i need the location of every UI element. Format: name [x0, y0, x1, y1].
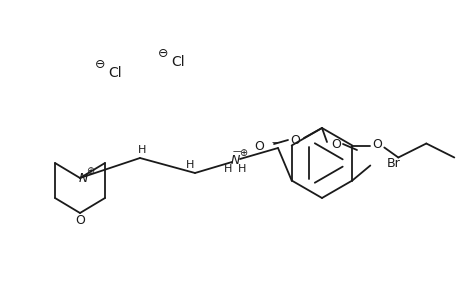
- Text: ⊕: ⊕: [86, 166, 94, 176]
- Text: ⊖: ⊖: [95, 58, 105, 70]
- Text: —: —: [232, 148, 241, 157]
- Text: O: O: [75, 214, 85, 227]
- Text: H: H: [185, 160, 194, 170]
- Text: Br: Br: [386, 157, 399, 170]
- Text: Cl: Cl: [108, 66, 121, 80]
- Text: O: O: [372, 138, 381, 151]
- Text: ⊕: ⊕: [238, 148, 246, 158]
- Text: H: H: [224, 164, 232, 174]
- Text: O: O: [253, 140, 263, 152]
- Text: —: —: [270, 137, 280, 147]
- Text: H: H: [237, 164, 246, 174]
- Text: N: N: [230, 154, 239, 166]
- Text: ⊖: ⊖: [157, 46, 168, 59]
- Text: H: H: [138, 145, 146, 155]
- Text: N: N: [78, 172, 88, 184]
- Text: O: O: [290, 134, 299, 146]
- Text: Cl: Cl: [171, 55, 184, 69]
- Text: O: O: [330, 137, 340, 151]
